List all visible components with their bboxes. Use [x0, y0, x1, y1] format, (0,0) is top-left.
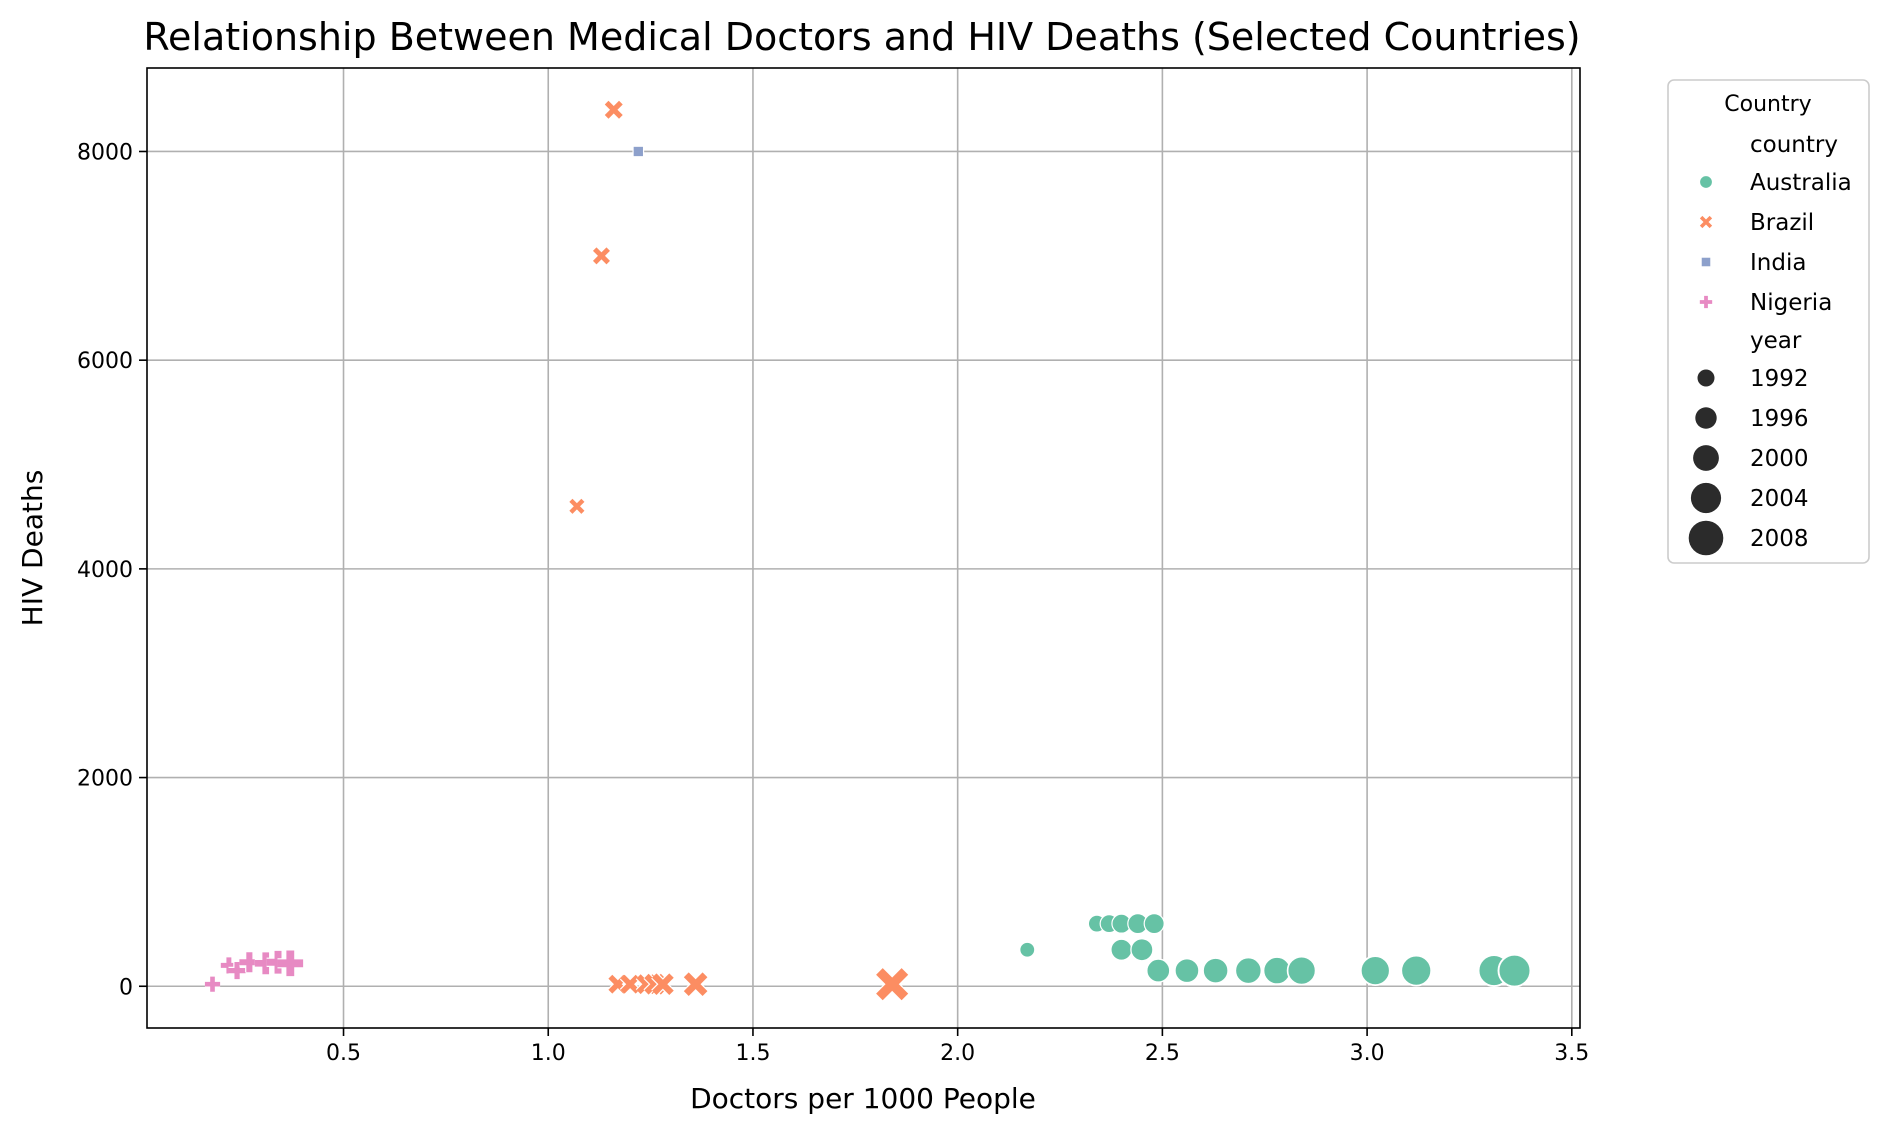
- x-tick-label: 3.5: [1554, 1041, 1589, 1066]
- plot-frame: [146, 67, 1581, 1029]
- data-point-australia: [1202, 957, 1229, 984]
- legend-year-entries: 1992 1996 2000 2004 2008: [1688, 366, 1809, 556]
- data-point-australia: [1174, 957, 1200, 984]
- data-point-brazil: [603, 99, 624, 120]
- legend-size-marker: [1688, 520, 1724, 556]
- legend-size-label: 1992: [1750, 366, 1809, 392]
- data-point-australia: [1143, 913, 1165, 935]
- legend-label-nigeria: Nigeria: [1750, 290, 1832, 316]
- legend-title: Country: [1724, 92, 1811, 117]
- legend-marker-india: [1700, 256, 1712, 268]
- data-point-brazil: [682, 971, 709, 997]
- data-point-nigeria: [277, 950, 304, 977]
- x-tick-label: 0.5: [326, 1041, 361, 1066]
- plot-area: 0.5 1.0 1.5 2.0 2.5 3.0 3.5 0 2000 4000 6000 8000: [77, 67, 1589, 1066]
- legend: Country country Australia Brazil India Nige…: [1667, 79, 1870, 564]
- data-point-australia: [1019, 941, 1036, 958]
- x-tick-label: 1.5: [735, 1041, 770, 1066]
- legend-label-india: India: [1750, 250, 1806, 276]
- data-point-australia: [1130, 938, 1154, 962]
- data-point-brazil: [619, 973, 641, 995]
- legend-size-marker: [1697, 369, 1715, 387]
- data-point-australia: [1234, 956, 1263, 985]
- data-point-india: [632, 145, 645, 158]
- legend-size-marker: [1695, 407, 1717, 429]
- x-tick-label: 2.0: [940, 1041, 975, 1066]
- legend-marker-nigeria: [1699, 295, 1713, 309]
- grid: [147, 68, 1580, 1028]
- axis-ticks: 0.5 1.0 1.5 2.0 2.5 3.0 3.5 0 2000 4000 6000 8000: [77, 140, 1589, 1066]
- legend-marker-australia: [1698, 174, 1714, 190]
- data-point-australia: [1497, 953, 1532, 988]
- x-tick-label: 3.0: [1350, 1041, 1385, 1066]
- data-point-australia: [1110, 938, 1133, 961]
- data-point-australia: [1359, 955, 1391, 986]
- data-point-brazil: [651, 972, 675, 996]
- legend-size-title: year: [1750, 328, 1802, 354]
- x-tick-label: 1.0: [531, 1041, 566, 1066]
- legend-size-marker: [1690, 482, 1722, 514]
- data-point-australia: [1400, 954, 1433, 987]
- chart-title: Relationship Between Medical Doctors and…: [143, 15, 1580, 59]
- data-points: [204, 99, 1532, 1002]
- legend-label-australia: Australia: [1750, 170, 1852, 196]
- data-point-australia: [1146, 958, 1171, 983]
- legend-size-label: 1996: [1750, 406, 1809, 432]
- legend-size-marker: [1693, 445, 1719, 471]
- data-point-australia: [1262, 956, 1292, 985]
- y-tick-label: 0: [119, 975, 133, 1000]
- legend-country-entries: Australia Brazil India Nigeria: [1698, 170, 1852, 316]
- plot-background: [147, 68, 1580, 1028]
- y-tick-label: 8000: [77, 140, 133, 165]
- y-tick-label: 4000: [77, 558, 133, 583]
- legend-frame: [1667, 79, 1870, 564]
- data-point-brazil: [875, 967, 910, 1002]
- y-tick-label: 2000: [77, 767, 133, 792]
- data-point-nigeria: [204, 976, 221, 992]
- data-point-brazil: [592, 246, 611, 266]
- legend-size-label: 2000: [1750, 446, 1809, 472]
- legend-size-label: 2004: [1750, 486, 1809, 512]
- data-point-australia: [1286, 955, 1317, 986]
- y-tick-label: 6000: [77, 349, 133, 374]
- data-point-nigeria: [228, 962, 246, 980]
- x-tick-label: 2.5: [1145, 1041, 1180, 1066]
- legend-marker-brazil: [1699, 215, 1713, 229]
- y-axis-label: HIV Deaths: [16, 470, 49, 627]
- legend-label-brazil: Brazil: [1750, 210, 1814, 236]
- legend-hue-title: country: [1750, 132, 1838, 158]
- x-axis-label: Doctors per 1000 People: [690, 1082, 1036, 1115]
- data-point-brazil: [568, 497, 586, 515]
- legend-size-label: 2008: [1750, 526, 1809, 552]
